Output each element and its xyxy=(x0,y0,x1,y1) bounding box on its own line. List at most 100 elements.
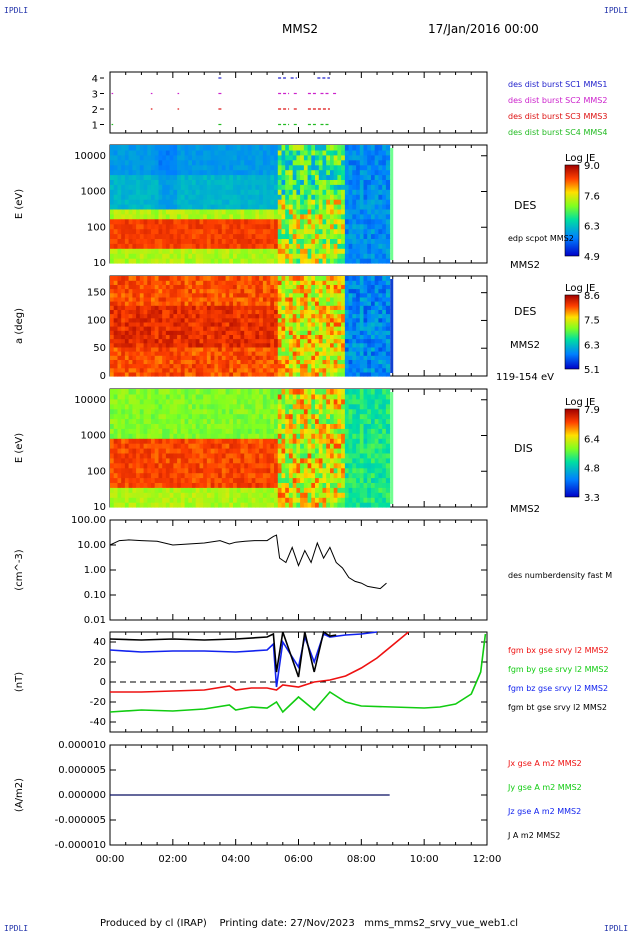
spectrogram-cell xyxy=(371,284,376,290)
spectrogram-cell xyxy=(371,159,376,166)
spectrogram-cell xyxy=(244,238,249,244)
spectrogram-cell xyxy=(192,418,197,424)
spectrogram-cell xyxy=(143,346,148,352)
spectrogram-cell xyxy=(330,313,335,319)
spectrogram-cell xyxy=(356,208,361,215)
spectrogram-cell xyxy=(110,330,115,335)
spectrogram-cell xyxy=(229,189,234,195)
spectrogram-cell xyxy=(188,403,193,410)
spectrogram-cell xyxy=(363,330,368,335)
spectrogram-cell xyxy=(221,169,227,176)
spectrogram-cell xyxy=(225,208,230,215)
spectrogram-cell xyxy=(233,194,238,200)
spectrogram-cell xyxy=(165,438,171,444)
spectrogram-cell xyxy=(255,502,260,508)
spectrogram-cell xyxy=(169,321,174,327)
spectrogram-cell xyxy=(315,258,320,264)
spectrogram-cell xyxy=(218,502,223,508)
spectrogram-cell xyxy=(281,164,286,171)
spectrogram-cell xyxy=(143,208,148,215)
spectrogram-cell xyxy=(173,258,178,264)
spectrogram-cell xyxy=(218,457,223,464)
spectrogram-cell xyxy=(173,218,178,225)
spectrogram-cell xyxy=(330,363,335,369)
spectrogram-cell xyxy=(300,145,305,151)
spectrogram-cell xyxy=(177,413,182,420)
spectrogram-cell xyxy=(367,253,372,259)
spectrogram-cell xyxy=(173,296,178,302)
spectrogram-cell xyxy=(326,149,331,156)
spectrogram-cell xyxy=(292,334,297,340)
spectrogram-cell xyxy=(352,321,357,327)
spectrogram-cell xyxy=(344,174,350,180)
spectrogram-cell xyxy=(195,330,200,335)
spectrogram-cell xyxy=(154,398,159,405)
spectrogram-cell xyxy=(177,477,182,483)
spectrogram-cell xyxy=(180,359,186,365)
spectrogram-cell xyxy=(285,164,290,171)
spectrogram-cell xyxy=(203,301,208,306)
spectrogram-cell xyxy=(348,276,353,281)
spectrogram-cell xyxy=(233,223,238,230)
spectrogram-cell xyxy=(117,145,122,151)
spectrogram-cell xyxy=(300,199,305,205)
spectrogram-cell xyxy=(206,305,212,310)
spectrogram-cell xyxy=(348,154,353,161)
spectrogram-cell xyxy=(221,174,227,180)
spectrogram-cell xyxy=(177,164,182,171)
spectrogram-cell xyxy=(206,502,212,508)
spectrogram-cell xyxy=(348,199,353,205)
spectrogram-cell xyxy=(266,218,271,225)
spectrogram-cell xyxy=(315,204,320,210)
spectrogram-cell xyxy=(236,280,242,285)
spectrogram-cell xyxy=(277,326,283,331)
spectrogram-cell xyxy=(229,199,234,205)
spectrogram-cell xyxy=(240,179,245,185)
spectrogram-cell xyxy=(139,452,145,459)
spectrogram-cell xyxy=(277,233,283,239)
spectrogram-cell xyxy=(154,351,159,356)
spectrogram-cell xyxy=(367,309,372,315)
spectrogram-cell xyxy=(363,292,368,298)
spectrogram-cell xyxy=(110,367,115,373)
spectrogram-cell xyxy=(195,292,200,298)
spectrogram-cell xyxy=(236,313,242,319)
spectrogram-cell xyxy=(184,169,189,176)
spectrogram-cell xyxy=(255,326,260,331)
spectrogram-cell xyxy=(356,253,361,259)
spectrogram-cell xyxy=(233,403,238,410)
spectrogram-cell xyxy=(143,452,148,459)
spectrogram-cell xyxy=(225,408,230,415)
spectrogram-cell xyxy=(315,355,320,360)
spectrogram-cell xyxy=(113,284,118,290)
spectrogram-cell xyxy=(199,326,204,331)
spectrogram-cell xyxy=(214,296,219,302)
spectrogram-cell xyxy=(233,305,238,310)
spectrogram-cell xyxy=(277,342,283,348)
spectrogram-cell xyxy=(371,309,376,315)
spectrogram-cell xyxy=(113,258,118,264)
spectrogram-cell xyxy=(311,359,316,365)
spectrogram-cell xyxy=(210,492,215,498)
spectrogram-cell xyxy=(240,334,245,340)
spectrogram-cell xyxy=(315,371,320,377)
spectrogram-cell xyxy=(307,355,312,360)
spectrogram-cell xyxy=(333,253,338,259)
spectrogram-cell xyxy=(121,477,126,483)
spectrogram-cell xyxy=(244,164,249,171)
spectrogram-cell xyxy=(132,359,137,365)
spectrogram-cell xyxy=(139,204,145,210)
spectrogram-cell xyxy=(173,317,178,323)
spectrogram-cell xyxy=(255,413,260,420)
spectrogram-cell xyxy=(385,179,391,185)
spectrogram-cell xyxy=(296,164,301,171)
spectrogram-cell xyxy=(158,164,163,171)
spectrogram-cell xyxy=(169,253,174,259)
spectrogram-cell xyxy=(318,363,324,369)
spectrogram-cell xyxy=(240,423,245,429)
spectrogram-cell xyxy=(192,276,197,281)
spectrogram-cell xyxy=(281,169,286,176)
spectrogram-cell xyxy=(266,355,271,360)
spectrogram-cell xyxy=(203,338,208,344)
spectrogram-cell xyxy=(382,342,387,348)
